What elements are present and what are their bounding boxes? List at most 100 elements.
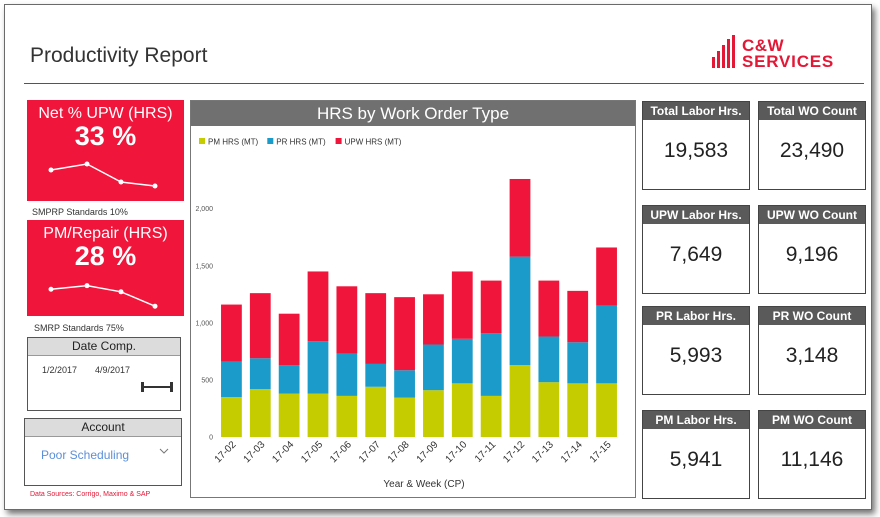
bar-segment[interactable] xyxy=(596,247,617,306)
bar-segment[interactable] xyxy=(365,293,387,364)
hrs-chart: PM HRS (MT) PR HRS (MT) UPW HRS (MT) 0 500 1,… xyxy=(195,138,617,490)
bar-segment[interactable] xyxy=(249,358,271,390)
bar-segment[interactable] xyxy=(538,280,560,337)
net-upw-card[interactable]: Net % UPW (HRS) 33 % xyxy=(27,100,184,201)
date-start[interactable]: 1/2/2017 xyxy=(42,365,78,375)
y-tick-label: 0 xyxy=(209,435,213,442)
bar-segment[interactable] xyxy=(365,363,387,387)
bar-segment[interactable] xyxy=(394,297,415,371)
bar-segment[interactable] xyxy=(307,341,329,394)
bar-segment[interactable] xyxy=(336,286,358,354)
bar-segment[interactable] xyxy=(567,290,589,343)
kpi-pr-wo-count: PR WO Count 3,148 xyxy=(758,306,866,395)
logo-text-bottom: SERVICES xyxy=(742,52,835,71)
kpi-value: 23,490 xyxy=(779,139,845,162)
hrs-chart-panel: HRS by Work Order Type PM HRS (MT) PR HRS… xyxy=(190,100,636,498)
x-tick-label: 17-04 xyxy=(270,439,296,465)
date-comp-title: Date Comp. xyxy=(28,338,180,356)
x-tick-label: 17-02 xyxy=(213,439,239,465)
bar-segment[interactable] xyxy=(509,178,531,257)
sparkline-line xyxy=(50,163,156,187)
bar-segment[interactable] xyxy=(336,353,358,396)
kpi-value: 5,993 xyxy=(669,344,723,367)
x-tick-label: 17-07 xyxy=(357,439,383,465)
bar-segment[interactable] xyxy=(394,397,415,437)
account-panel: Account Poor Scheduling xyxy=(24,418,182,486)
sparkline-line xyxy=(50,284,156,307)
bar-segment[interactable] xyxy=(307,393,329,437)
bar-segment[interactable] xyxy=(509,365,531,437)
kpi-label: UPW Labor Hrs. xyxy=(643,206,749,224)
kpi-pm-labor-hrs: PM Labor Hrs. 5,941 xyxy=(642,410,750,499)
bar-segment[interactable] xyxy=(278,393,300,437)
kpi-upw-wo-count: UPW WO Count 9,196 xyxy=(758,205,866,294)
bar-segment[interactable] xyxy=(509,256,531,366)
sparkline-point xyxy=(118,179,124,185)
y-tick-label: 1,000 xyxy=(195,320,213,327)
x-tick-label: 17-03 xyxy=(242,439,268,465)
sparkline-point xyxy=(118,289,124,295)
header-divider xyxy=(24,83,864,84)
kpi-label: PR Labor Hrs. xyxy=(643,307,749,325)
bar-segment[interactable] xyxy=(451,271,473,339)
account-selected: Poor Scheduling xyxy=(41,448,130,462)
bar-segment[interactable] xyxy=(423,344,444,391)
bar-segment[interactable] xyxy=(365,386,387,437)
bar-segment[interactable] xyxy=(278,313,300,366)
bar-segment[interactable] xyxy=(249,293,271,359)
bar-segment[interactable] xyxy=(394,370,415,398)
y-tick-label: 1,500 xyxy=(195,263,213,270)
kpi-pr-labor-hrs: PR Labor Hrs. 5,993 xyxy=(642,306,750,395)
x-tick-label: 17-09 xyxy=(415,439,441,465)
kpi-value: 9,196 xyxy=(785,243,839,266)
x-tick-label: 17-11 xyxy=(473,439,499,465)
bar-segment[interactable] xyxy=(423,390,444,437)
bar-segment[interactable] xyxy=(538,336,560,383)
bar-segment[interactable] xyxy=(567,342,589,384)
bar-segment[interactable] xyxy=(307,271,329,342)
account-dropdown[interactable]: Poor Scheduling xyxy=(25,438,181,485)
x-tick-label: 17-08 xyxy=(386,439,412,465)
date-comp-panel: Date Comp. 1/2/2017 4/9/2017 xyxy=(27,337,181,411)
bar-segment[interactable] xyxy=(221,304,242,362)
date-end[interactable]: 4/9/2017 xyxy=(95,365,131,375)
kpi-label: UPW WO Count xyxy=(759,206,865,224)
bar-segment[interactable] xyxy=(221,397,242,437)
date-range-slider[interactable] xyxy=(140,381,174,393)
kpi-value: 3,148 xyxy=(785,344,839,367)
bar-segment[interactable] xyxy=(596,383,617,437)
kpi-label: PR WO Count xyxy=(759,307,865,325)
bar-segment[interactable] xyxy=(336,395,358,437)
bar-segment[interactable] xyxy=(538,382,560,437)
pm-repair-card[interactable]: PM/Repair (HRS) 28 % xyxy=(27,220,184,316)
chevron-down-icon xyxy=(159,448,169,454)
bar-segment[interactable] xyxy=(278,365,300,394)
x-tick-label: 17-15 xyxy=(588,439,614,465)
y-tick-label: 500 xyxy=(201,377,213,384)
bar-segment[interactable] xyxy=(567,383,589,437)
bar-segment[interactable] xyxy=(423,294,444,345)
kpi-value: 11,146 xyxy=(780,448,844,471)
bar-segment[interactable] xyxy=(221,361,242,398)
bar-segment[interactable] xyxy=(249,389,271,437)
kpi-upw-labor-hrs: UPW Labor Hrs. 7,649 xyxy=(642,205,750,294)
sparkline-point xyxy=(84,283,90,289)
legend-swatch xyxy=(199,138,205,144)
logo-text-top: C&W xyxy=(742,36,785,55)
kpi-label: Total WO Count xyxy=(759,102,865,120)
pm-repair-sparkline xyxy=(48,283,158,309)
sparkline-point xyxy=(152,303,158,309)
bar-segment[interactable] xyxy=(480,395,502,437)
bar-segment[interactable] xyxy=(451,338,473,384)
sparkline-point xyxy=(48,286,54,292)
kpi-value: 5,941 xyxy=(669,448,723,471)
kpi-pm-wo-count: PM WO Count 11,146 xyxy=(758,410,866,499)
x-tick-label: 17-06 xyxy=(328,439,354,465)
bar-segment[interactable] xyxy=(451,383,473,437)
account-title: Account xyxy=(25,419,181,437)
bar-segment[interactable] xyxy=(480,333,502,396)
bar-segment[interactable] xyxy=(596,305,617,384)
page-title: Productivity Report xyxy=(30,44,208,67)
bar-segment[interactable] xyxy=(480,280,502,334)
legend-swatch xyxy=(267,138,274,144)
